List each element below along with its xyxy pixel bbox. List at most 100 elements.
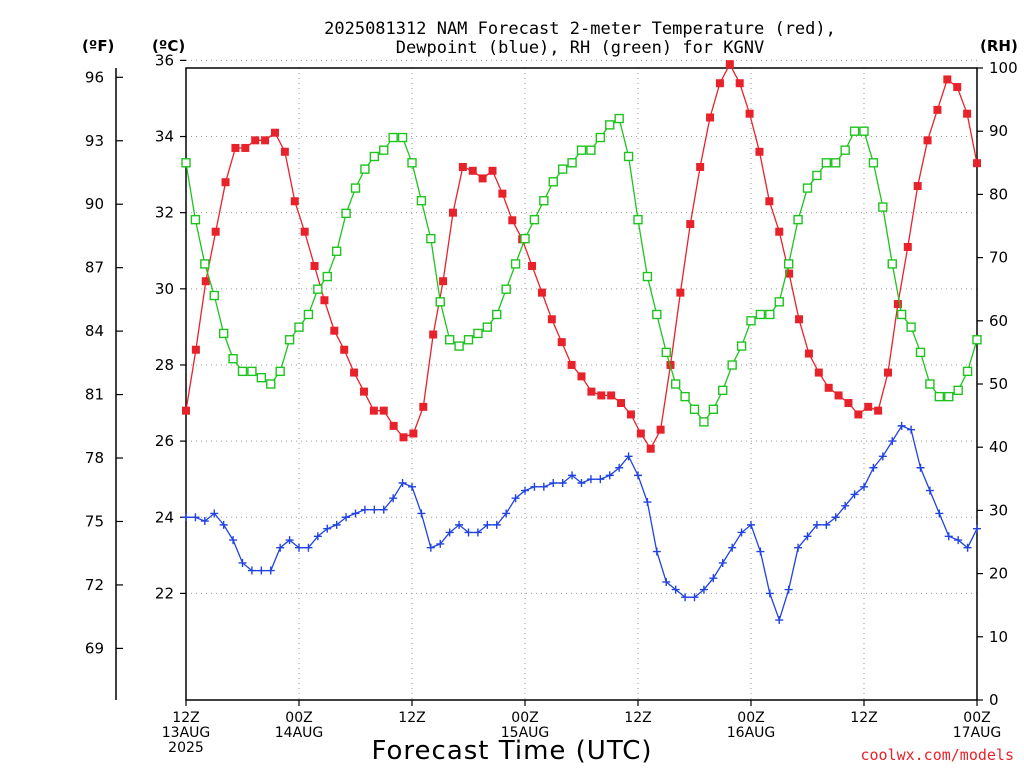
rh-point — [256, 372, 267, 383]
dewpoint-point — [803, 532, 812, 541]
temperature-point — [468, 166, 477, 175]
rh-point — [670, 379, 681, 389]
rh-point — [586, 145, 596, 155]
time-tick-label: 12Z — [850, 710, 877, 726]
rh-point — [303, 309, 314, 320]
celsius-tick-label: 22 — [155, 584, 174, 602]
temperature-point — [379, 406, 388, 415]
dewpoint-point — [417, 509, 426, 518]
chart-title: 2025081312 NAM Forecast 2-meter Temperat… — [324, 19, 836, 58]
dewpoint-point — [586, 475, 595, 484]
dewpoint-point — [295, 543, 303, 552]
rh-point — [661, 347, 671, 358]
time-tick-label: 17AUG — [953, 725, 1002, 741]
time-tick-label: 2025 — [168, 740, 204, 756]
dewpoint-point — [370, 505, 379, 514]
rh-point — [426, 233, 436, 244]
rh-point — [275, 366, 285, 377]
dewpoint-point — [634, 471, 642, 480]
celsius-axis: 22 24 26 28 30 32 34 36 — [155, 51, 186, 602]
temperature-point — [429, 330, 438, 339]
dewpoint-point — [351, 509, 360, 518]
rh-point — [397, 132, 408, 143]
temperature-point — [834, 391, 843, 400]
rh-point — [313, 284, 323, 294]
dewpoint-point — [511, 494, 520, 503]
temperature-point — [923, 136, 932, 145]
temperature-point — [261, 136, 270, 145]
temperature-point — [795, 315, 804, 324]
dewpoint-point — [266, 566, 275, 575]
dewpoint-point — [615, 463, 624, 472]
dewpoint-point — [276, 543, 285, 552]
temperature-point — [270, 128, 279, 137]
temperature-point — [824, 383, 833, 392]
rh-point — [859, 126, 869, 136]
fahrenheit-tick-label: 78 — [85, 449, 104, 467]
rh-point — [463, 335, 474, 345]
rh-point — [633, 214, 643, 225]
dewpoint-point — [389, 494, 398, 503]
rh-point — [953, 385, 963, 396]
rh-point — [209, 290, 219, 301]
dewpoint-point — [944, 532, 953, 541]
temperature-point — [567, 360, 576, 369]
temperature-point — [340, 345, 349, 354]
dewpoint-point — [765, 589, 774, 598]
rh-point — [821, 158, 832, 168]
dewpoint-point — [238, 558, 247, 567]
rh-point — [887, 259, 897, 269]
rh-point — [868, 158, 879, 168]
rh-point — [181, 158, 191, 168]
rh-point — [652, 309, 662, 320]
dewpoint-point — [408, 482, 416, 491]
dewpoint-point — [747, 520, 755, 529]
dewpoint-point — [577, 478, 586, 487]
rh-point — [237, 366, 248, 377]
temperature-point — [696, 162, 705, 171]
temperature-point — [587, 387, 596, 396]
rh-point — [548, 177, 558, 187]
temperature-point — [330, 326, 339, 335]
temperature-point — [884, 368, 893, 377]
dewpoint-point — [916, 463, 925, 472]
dewpoint-point — [794, 543, 803, 552]
rh-point — [444, 335, 455, 345]
rh-point — [510, 259, 521, 269]
rh-point — [416, 196, 427, 206]
temperature-point — [399, 433, 408, 442]
temperature-point — [310, 261, 319, 270]
celsius-tick-label: 30 — [155, 280, 174, 298]
time-tick-label: 00Z — [963, 710, 990, 726]
rh-point — [642, 271, 653, 282]
dewpoint-point — [925, 486, 934, 495]
celsius-tick-label: 28 — [155, 356, 174, 374]
rh-point — [247, 366, 257, 377]
time-tick-label: 13AUG — [162, 725, 211, 741]
dewpoint-point — [812, 520, 821, 529]
rh-point — [680, 391, 690, 402]
dewpoint-point — [963, 543, 972, 552]
dewpoint-point — [728, 543, 737, 552]
rh-point — [557, 164, 568, 174]
rh-tick-label: 30 — [989, 501, 1008, 519]
temperature-point — [617, 399, 626, 408]
rh-point — [934, 391, 945, 402]
dewpoint-point — [699, 585, 708, 594]
temperature-point — [953, 83, 962, 92]
temperature-point — [241, 143, 250, 152]
dewpoint-point — [323, 524, 332, 533]
rh-point — [322, 271, 332, 282]
temperature-point — [706, 113, 715, 122]
temperature-point — [864, 402, 873, 411]
rh-point — [407, 158, 417, 168]
temperature-point — [557, 338, 566, 347]
temperature-point — [409, 429, 418, 438]
dewpoint-point — [681, 593, 690, 602]
dewpoint-point — [831, 513, 840, 522]
celsius-tick-label: 34 — [155, 128, 174, 146]
dewpoint-point — [888, 437, 897, 446]
time-tick-label: 00Z — [511, 710, 538, 726]
time-tick-label: 00Z — [737, 710, 764, 726]
time-tick-label: 16AUG — [727, 725, 776, 741]
